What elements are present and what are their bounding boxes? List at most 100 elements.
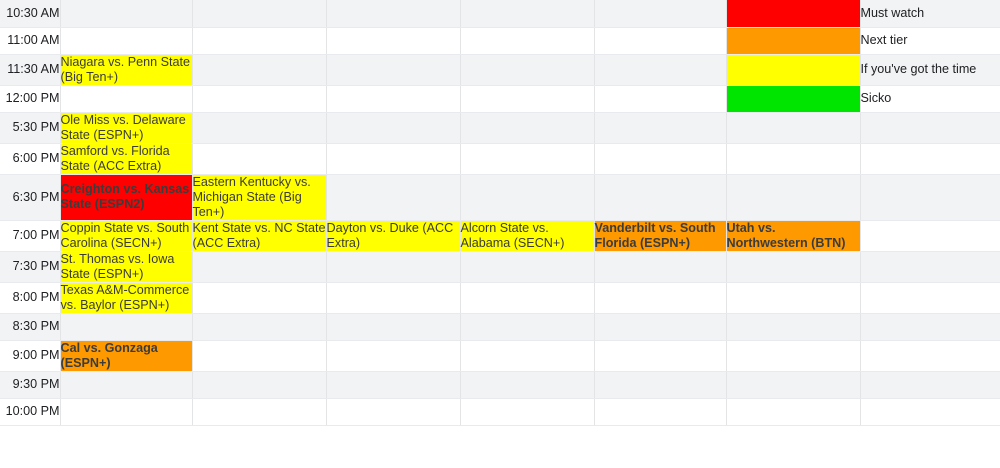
game-cell-730pm-3[interactable] (326, 251, 461, 283)
game-cell-830pm-2[interactable] (192, 313, 327, 341)
game-cell-530pm-5[interactable] (594, 112, 727, 144)
schedule-row-930pm: 9:30 PM (0, 371, 1000, 399)
game-cell-630pm-3[interactable] (326, 174, 461, 221)
legend-swatch-must-watch (726, 0, 861, 28)
game-cell-730pm-1[interactable]: St. Thomas vs. Iowa State (ESPN+) (60, 251, 193, 283)
game-cell-1000pm-5[interactable] (594, 398, 727, 426)
game-cell-800pm-4[interactable] (460, 282, 595, 314)
game-cell-930pm-5[interactable] (594, 371, 727, 399)
game-cell-1200pm-5[interactable] (594, 85, 727, 113)
game-cell-830pm-1[interactable] (60, 313, 193, 341)
game-cell-1200pm-2[interactable] (192, 85, 327, 113)
game-cell-1200pm-1[interactable] (60, 85, 193, 113)
schedule-row-630pm: 6:30 PM Creighton vs. Kansas State (ESPN… (0, 174, 1000, 221)
game-cell-700pm-3[interactable]: Dayton vs. Duke (ACC Extra) (326, 220, 461, 252)
game-cell-530pm-4[interactable] (460, 112, 595, 144)
game-cell-1000pm-2[interactable] (192, 398, 327, 426)
game-cell-1100am-1[interactable] (60, 27, 193, 55)
game-cell-600pm-5[interactable] (594, 143, 727, 175)
legend-spacer-label-1000pm (860, 398, 1000, 426)
game-cell-700pm-1[interactable]: Coppin State vs. South Carolina (SECN+) (60, 220, 193, 252)
game-cell-600pm-1[interactable]: Samford vs. Florida State (ACC Extra) (60, 143, 193, 175)
game-cell-530pm-1[interactable]: Ole Miss vs. Delaware State (ESPN+) (60, 112, 193, 144)
time-label-600pm: 6:00 PM (0, 143, 61, 175)
legend-spacer-630pm (726, 174, 861, 221)
game-cell-800pm-1[interactable]: Texas A&M-Commerce vs. Baylor (ESPN+) (60, 282, 193, 314)
game-cell-730pm-4[interactable] (460, 251, 595, 283)
game-cell-800pm-5[interactable] (594, 282, 727, 314)
game-cell-1100am-2[interactable] (192, 27, 327, 55)
game-cell-800pm-2[interactable] (192, 282, 327, 314)
schedule-row-830pm: 8:30 PM (0, 313, 1000, 341)
game-title: Coppin State vs. South Carolina (SECN+) (60, 220, 190, 250)
game-cell-930pm-1[interactable] (60, 371, 193, 399)
game-cell-900pm-5[interactable] (594, 340, 727, 372)
schedule-row-1130am: 11:30 AM Niagara vs. Penn State (Big Ten… (0, 54, 1000, 86)
time-label-700pm: 7:00 PM (0, 220, 61, 252)
game-cell-930pm-4[interactable] (460, 371, 595, 399)
game-cell-700pm-4[interactable]: Alcorn State vs. Alabama (SECN+) (460, 220, 595, 252)
time-label-1000pm: 10:00 PM (0, 398, 61, 426)
game-cell-1000pm-3[interactable] (326, 398, 461, 426)
game-cell-1030am-5[interactable] (594, 0, 727, 28)
game-cell-900pm-3[interactable] (326, 340, 461, 372)
game-cell-1100am-4[interactable] (460, 27, 595, 55)
game-cell-600pm-3[interactable] (326, 143, 461, 175)
game-cell-700pm-5[interactable]: Vanderbilt vs. South Florida (ESPN+) (594, 220, 727, 252)
game-title: Texas A&M-Commerce vs. Baylor (ESPN+) (60, 282, 190, 312)
legend-label-if-time: If you've got the time (860, 54, 1000, 86)
game-cell-830pm-5[interactable] (594, 313, 727, 341)
time-label-1100am: 11:00 AM (0, 27, 61, 55)
game-cell-1200pm-4[interactable] (460, 85, 595, 113)
game-cell-730pm-5[interactable] (594, 251, 727, 283)
game-cell-1000pm-4[interactable] (460, 398, 595, 426)
game-cell-630pm-1[interactable]: Creighton vs. Kansas State (ESPN2) (60, 174, 193, 221)
game-cell-600pm-4[interactable] (460, 143, 595, 175)
game-cell-930pm-2[interactable] (192, 371, 327, 399)
game-cell-700pm-2[interactable]: Kent State vs. NC State (ACC Extra) (192, 220, 327, 252)
time-label-800pm: 8:00 PM (0, 282, 61, 314)
game-cell-800pm-3[interactable] (326, 282, 461, 314)
game-cell-830pm-3[interactable] (326, 313, 461, 341)
game-cell-700pm-6[interactable]: Utah vs. Northwestern (BTN) (726, 220, 861, 252)
game-cell-1130am-2[interactable] (192, 54, 327, 86)
schedule-row-1200pm: 12:00 PM Sicko (0, 85, 1000, 113)
game-cell-630pm-4[interactable] (460, 174, 595, 221)
legend-label-must-watch: Must watch (860, 0, 1000, 28)
game-cell-600pm-2[interactable] (192, 143, 327, 175)
game-cell-1030am-2[interactable] (192, 0, 327, 28)
time-label-1030am: 10:30 AM (0, 0, 61, 28)
game-cell-530pm-3[interactable] (326, 112, 461, 144)
legend-spacer-530pm (726, 112, 861, 144)
legend-spacer-label-800pm (860, 282, 1000, 314)
legend-label-sicko: Sicko (860, 85, 1000, 113)
game-cell-1030am-4[interactable] (460, 0, 595, 28)
schedule-row-900pm: 9:00 PM Cal vs. Gonzaga (ESPN+) (0, 340, 1000, 372)
game-cell-1100am-3[interactable] (326, 27, 461, 55)
game-cell-730pm-2[interactable] (192, 251, 327, 283)
game-cell-1200pm-3[interactable] (326, 85, 461, 113)
game-cell-630pm-5[interactable] (594, 174, 727, 221)
game-cell-1130am-4[interactable] (460, 54, 595, 86)
legend-spacer-label-830pm (860, 313, 1000, 341)
legend-spacer-730pm (726, 251, 861, 283)
game-cell-1000pm-1[interactable] (60, 398, 193, 426)
game-title: St. Thomas vs. Iowa State (ESPN+) (60, 251, 175, 281)
game-cell-630pm-2[interactable]: Eastern Kentucky vs. Michigan State (Big… (192, 174, 327, 221)
game-cell-900pm-2[interactable] (192, 340, 327, 372)
game-cell-1130am-1[interactable]: Niagara vs. Penn State (Big Ten+) (60, 54, 193, 86)
game-cell-1130am-5[interactable] (594, 54, 727, 86)
game-cell-900pm-1[interactable]: Cal vs. Gonzaga (ESPN+) (60, 340, 193, 372)
legend-spacer-label-600pm (860, 143, 1000, 175)
game-cell-1100am-5[interactable] (594, 27, 727, 55)
game-cell-930pm-3[interactable] (326, 371, 461, 399)
legend-spacer-label-630pm (860, 174, 1000, 221)
game-cell-1030am-1[interactable] (60, 0, 193, 28)
game-cell-530pm-2[interactable] (192, 112, 327, 144)
game-cell-1130am-3[interactable] (326, 54, 461, 86)
game-cell-830pm-4[interactable] (460, 313, 595, 341)
game-cell-1030am-3[interactable] (326, 0, 461, 28)
time-label-1200pm: 12:00 PM (0, 85, 61, 113)
legend-spacer-930pm (726, 371, 861, 399)
game-cell-900pm-4[interactable] (460, 340, 595, 372)
